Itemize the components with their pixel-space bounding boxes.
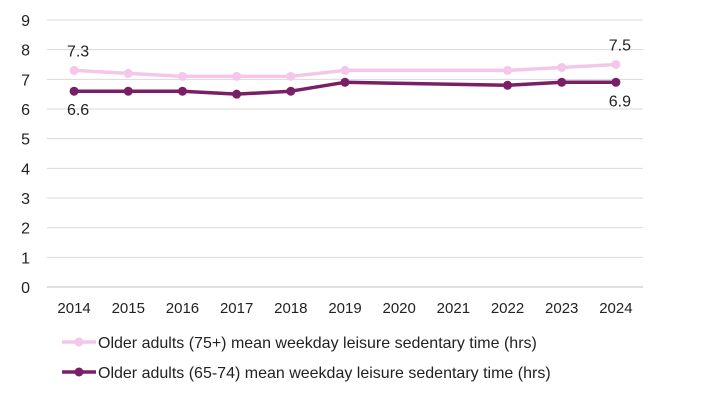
- x-tick-label: 2024: [599, 300, 632, 317]
- data-label: 7.3: [67, 43, 89, 60]
- series-group: 7.3 7.5 6.6 6.9: [67, 38, 631, 120]
- data-point: [123, 86, 133, 96]
- y-tick-label: 4: [21, 161, 30, 178]
- data-point: [611, 60, 621, 69]
- x-axis: 2014 2015 2016 2017 2018 2019 2020 2021 2022 2023…: [57, 300, 632, 317]
- x-tick-label: 2015: [112, 300, 145, 317]
- y-tick-label: 1: [21, 250, 30, 267]
- data-point: [503, 65, 513, 75]
- y-tick-label: 0: [21, 280, 30, 297]
- data-point: [69, 86, 79, 96]
- data-label: 6.6: [67, 102, 89, 119]
- data-point: [69, 65, 79, 75]
- data-point: [503, 80, 513, 90]
- data-point: [123, 68, 133, 78]
- data-label: 7.5: [609, 38, 631, 55]
- x-tick-label: 2020: [382, 300, 415, 317]
- series-1: 6.6 6.9: [67, 77, 631, 119]
- data-point: [286, 71, 296, 81]
- legend-marker: [74, 367, 84, 377]
- data-point: [232, 71, 242, 81]
- x-tick-label: 2022: [491, 300, 524, 317]
- x-tick-label: 2014: [57, 300, 90, 317]
- data-point: [557, 77, 567, 87]
- y-tick-label: 2: [21, 221, 30, 238]
- data-point: [557, 62, 567, 72]
- x-tick-label: 2021: [437, 300, 470, 317]
- data-point: [286, 86, 296, 96]
- legend-label: Older adults (75+) mean weekday leisure …: [98, 335, 537, 352]
- data-point: [611, 77, 621, 87]
- gridlines: [47, 19, 643, 288]
- y-tick-label: 6: [21, 102, 30, 119]
- x-tick-label: 2017: [220, 300, 253, 317]
- y-tick-label: 9: [21, 13, 30, 30]
- data-point: [177, 86, 187, 96]
- x-tick-label: 2016: [166, 300, 199, 317]
- data-point: [340, 77, 350, 87]
- legend: Older adults (75+) mean weekday leisure …: [62, 335, 551, 382]
- data-point: [232, 89, 242, 99]
- series-0: 7.3 7.5: [67, 38, 631, 81]
- legend-marker: [74, 337, 84, 347]
- y-tick-label: 7: [21, 72, 30, 89]
- legend-label: Older adults (65-74) mean weekday leisur…: [98, 365, 551, 382]
- y-axis: 0 1 2 3 4 5 6 7 8 9: [21, 13, 30, 297]
- y-tick-label: 3: [21, 191, 30, 208]
- x-tick-label: 2023: [545, 300, 578, 317]
- y-tick-label: 5: [21, 132, 30, 149]
- data-label: 6.9: [609, 93, 631, 110]
- data-point: [177, 71, 187, 81]
- y-tick-label: 8: [21, 43, 30, 60]
- x-tick-label: 2018: [274, 300, 307, 317]
- data-point: [340, 65, 350, 75]
- x-tick-label: 2019: [328, 300, 361, 317]
